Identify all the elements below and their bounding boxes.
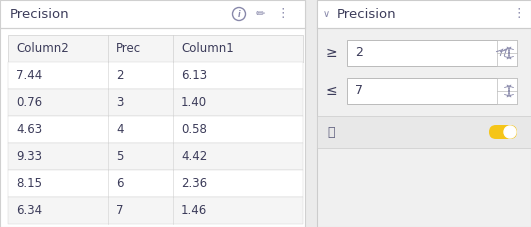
Text: ⋮: ⋮ [513, 7, 525, 20]
Bar [8, 89, 303, 116]
Bar [347, 40, 517, 66]
Bar [317, 0, 531, 227]
Text: ≥: ≥ [325, 46, 337, 60]
Text: 1.46: 1.46 [181, 204, 207, 217]
Bar [8, 197, 303, 224]
Text: Column1: Column1 [181, 42, 234, 55]
Text: Precision: Precision [10, 7, 70, 20]
Text: 1.40: 1.40 [181, 96, 207, 109]
Text: ✏: ✏ [255, 9, 264, 19]
Text: 4: 4 [116, 123, 124, 136]
Bar [0, 0, 305, 227]
Text: ⋮: ⋮ [277, 7, 289, 20]
Circle shape [504, 126, 516, 138]
Bar [497, 78, 517, 104]
Text: Prec: Prec [116, 42, 141, 55]
Text: ∨: ∨ [322, 9, 330, 19]
Text: 6.13: 6.13 [181, 69, 207, 82]
Bar [8, 116, 303, 143]
Text: 7: 7 [116, 204, 124, 217]
Text: Precision: Precision [337, 7, 397, 20]
Text: 4.63: 4.63 [16, 123, 42, 136]
Text: 5: 5 [116, 150, 123, 163]
Text: 6.34: 6.34 [16, 204, 42, 217]
Text: ≤: ≤ [325, 84, 337, 98]
Text: 2.36: 2.36 [181, 177, 207, 190]
Bar [497, 40, 517, 66]
Text: 6: 6 [116, 177, 124, 190]
FancyBboxPatch shape [489, 125, 517, 139]
Bar [8, 170, 303, 197]
Text: Column2: Column2 [16, 42, 68, 55]
Text: 9.33: 9.33 [16, 150, 42, 163]
Bar [317, 116, 531, 148]
Bar [0, 0, 305, 28]
Bar [8, 143, 303, 170]
Bar [317, 0, 531, 28]
Text: 8.15: 8.15 [16, 177, 42, 190]
Text: 4.42: 4.42 [181, 150, 207, 163]
Text: 7: 7 [355, 84, 363, 98]
Text: 7.44: 7.44 [16, 69, 42, 82]
Bar [8, 62, 303, 89]
Text: 0.76: 0.76 [16, 96, 42, 109]
Bar [8, 35, 303, 62]
Text: 2: 2 [355, 47, 363, 59]
Bar [347, 78, 517, 104]
Text: 2: 2 [116, 69, 124, 82]
Text: 🗑: 🗑 [327, 126, 335, 138]
Text: i: i [238, 10, 241, 19]
Text: 3: 3 [116, 96, 123, 109]
Text: 0.58: 0.58 [181, 123, 207, 136]
